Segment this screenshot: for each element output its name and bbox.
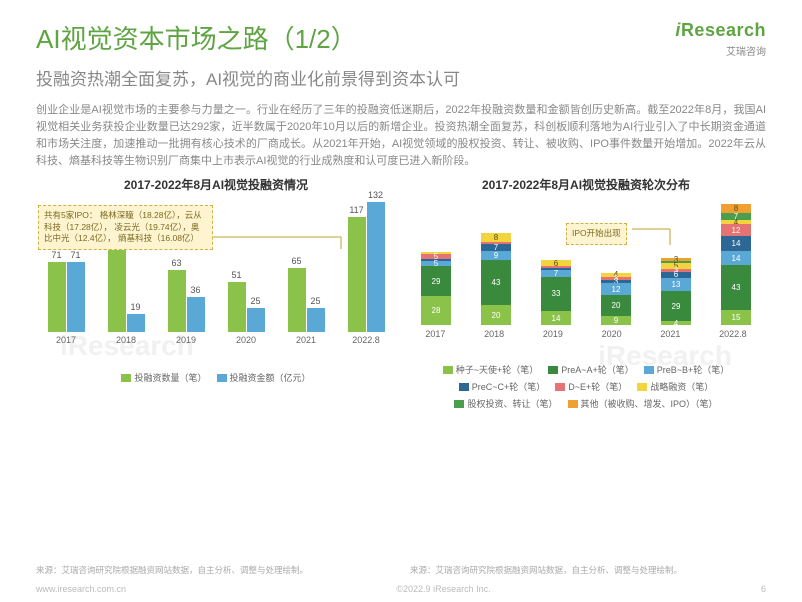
page-title: AI视觉资本市场之路（1/2） — [36, 24, 766, 55]
brand-logo: iResearch 艾瑞咨询 — [675, 20, 766, 58]
footer-page: 6 — [761, 584, 766, 594]
chart-left-legend: 投融资数量（笔）投融资金额（亿元） — [36, 371, 396, 384]
page-footer: www.iresearch.com.cn ©2022.9 iResearch I… — [0, 584, 802, 594]
source-left: 来源：艾瑞咨询研究院根据融资网站数据，自主分析、调整与处理绘制。 — [36, 564, 308, 576]
chart-left-title: 2017-2022年8月AI视觉投融资情况 — [36, 176, 396, 193]
ipo-start-callout: IPO开始出现 — [566, 223, 627, 244]
source-right: 来源：艾瑞咨询研究院根据融资网站数据，自主分析、调整与处理绘制。 — [410, 564, 682, 576]
chart-right-area: IPO开始出现 28295520439781433769201233442913… — [406, 197, 766, 367]
footer-copyright: ©2022.9 iResearch Inc. — [396, 584, 490, 594]
chart-right-legend: 种子~天使+轮（笔）PreA~A+轮（笔）PreB~B+轮（笔）PreC~C+轮… — [406, 363, 766, 410]
chart-right-title: 2017-2022年8月AI视觉投融资轮次分布 — [406, 176, 766, 193]
page-subtitle: 投融资热潮全面复苏，AI视觉的商业化前景得到资本认可 — [36, 65, 766, 90]
chart-right: 2017-2022年8月AI视觉投融资轮次分布 IPO开始出现 28295520… — [406, 176, 766, 410]
ipo-callout: 共有5家IPO： 格林深瞳（18.28亿），云从科技（17.28亿）， 凌云光（… — [38, 205, 213, 249]
chart-left-area: 共有5家IPO： 格林深瞳（18.28亿），云从科技（17.28亿）， 凌云光（… — [36, 197, 396, 367]
logo-text: iResearch — [675, 20, 766, 41]
body-paragraph: 创业企业是AI视觉市场的主要参与力量之一。行业在经历了三年的投融资低迷期后，20… — [36, 102, 766, 170]
chart-left: 2017-2022年8月AI视觉投融资情况 共有5家IPO： 格林深瞳（18.2… — [36, 176, 396, 410]
logo-subtext: 艾瑞咨询 — [675, 43, 766, 58]
footer-url: www.iresearch.com.cn — [36, 584, 126, 594]
